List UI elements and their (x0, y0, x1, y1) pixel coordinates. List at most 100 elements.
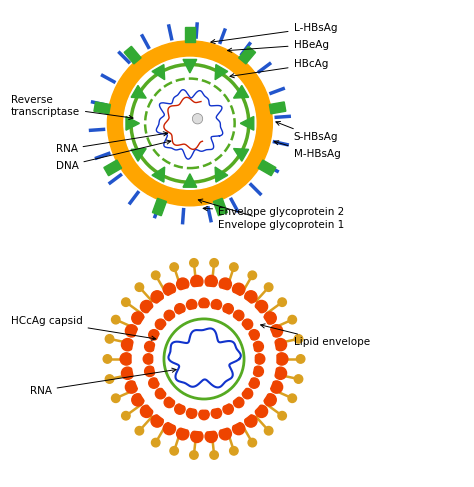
Circle shape (152, 438, 160, 447)
Polygon shape (234, 149, 249, 161)
Circle shape (103, 355, 112, 363)
Text: Envelope glycoprotein 1: Envelope glycoprotein 1 (198, 199, 345, 230)
Polygon shape (104, 160, 122, 176)
Circle shape (151, 415, 163, 427)
Circle shape (192, 113, 203, 124)
Circle shape (135, 283, 144, 291)
Polygon shape (215, 167, 228, 182)
Circle shape (205, 276, 217, 288)
Circle shape (105, 375, 114, 383)
Circle shape (143, 354, 154, 364)
Polygon shape (131, 85, 146, 98)
Circle shape (245, 291, 257, 303)
Circle shape (163, 422, 175, 435)
Circle shape (288, 316, 297, 324)
Polygon shape (239, 46, 255, 64)
Circle shape (170, 447, 178, 455)
Polygon shape (131, 149, 146, 161)
Text: RNA: RNA (55, 132, 168, 154)
Circle shape (229, 447, 238, 455)
Polygon shape (215, 65, 228, 80)
Circle shape (274, 367, 287, 379)
Circle shape (294, 375, 303, 383)
Polygon shape (152, 167, 164, 182)
Circle shape (132, 287, 276, 431)
Circle shape (154, 309, 254, 409)
Polygon shape (269, 102, 286, 114)
Circle shape (248, 438, 256, 447)
Circle shape (149, 330, 159, 340)
Circle shape (169, 323, 239, 394)
Circle shape (264, 427, 273, 435)
Circle shape (190, 259, 198, 267)
Circle shape (264, 394, 276, 406)
Circle shape (191, 430, 203, 443)
Circle shape (111, 394, 120, 402)
Circle shape (132, 394, 144, 406)
Circle shape (151, 291, 163, 303)
Polygon shape (153, 198, 166, 216)
Circle shape (242, 319, 253, 330)
Circle shape (255, 300, 268, 313)
Circle shape (270, 381, 283, 393)
Polygon shape (185, 27, 195, 42)
Circle shape (276, 353, 288, 365)
Circle shape (296, 355, 305, 363)
Circle shape (249, 330, 259, 340)
Circle shape (294, 335, 303, 343)
Circle shape (242, 389, 253, 399)
Circle shape (274, 338, 287, 351)
Circle shape (191, 276, 203, 288)
Circle shape (152, 271, 160, 280)
Text: Lipid envelope: Lipid envelope (261, 324, 370, 347)
Polygon shape (258, 160, 276, 176)
Polygon shape (234, 85, 249, 98)
Circle shape (149, 378, 159, 388)
Circle shape (120, 353, 132, 365)
Circle shape (219, 428, 231, 440)
Circle shape (135, 427, 144, 435)
Circle shape (140, 300, 153, 313)
Polygon shape (183, 174, 197, 187)
Circle shape (233, 422, 245, 435)
Circle shape (155, 319, 166, 330)
Circle shape (105, 335, 114, 343)
Circle shape (164, 310, 174, 320)
Circle shape (145, 341, 155, 352)
Text: L-HBsAg: L-HBsAg (211, 23, 337, 44)
Circle shape (229, 263, 238, 271)
Circle shape (278, 412, 286, 420)
Polygon shape (183, 59, 197, 73)
Circle shape (145, 366, 155, 376)
Circle shape (253, 366, 264, 376)
Circle shape (234, 310, 244, 320)
Circle shape (253, 341, 264, 352)
Circle shape (264, 312, 276, 324)
Circle shape (111, 316, 120, 324)
Circle shape (132, 312, 144, 324)
Text: HBeAg: HBeAg (228, 39, 328, 53)
Circle shape (234, 397, 244, 408)
Circle shape (199, 410, 209, 420)
Circle shape (223, 304, 233, 314)
Circle shape (124, 57, 256, 189)
Circle shape (121, 367, 134, 379)
Circle shape (255, 405, 268, 417)
Circle shape (210, 259, 219, 267)
Circle shape (288, 394, 297, 402)
Circle shape (186, 300, 197, 310)
Circle shape (211, 408, 221, 418)
Circle shape (177, 428, 189, 440)
Polygon shape (213, 198, 228, 216)
Text: HBcAg: HBcAg (230, 59, 328, 78)
Circle shape (170, 263, 178, 271)
Text: Reverse
transcriptase: Reverse transcriptase (11, 95, 133, 120)
Circle shape (219, 278, 231, 290)
Text: RNA: RNA (30, 368, 176, 395)
Text: HCcAg capsid: HCcAg capsid (11, 316, 156, 340)
Circle shape (164, 397, 174, 408)
Text: DNA: DNA (55, 140, 171, 171)
Circle shape (264, 283, 273, 291)
Circle shape (122, 298, 130, 306)
Circle shape (211, 300, 221, 310)
